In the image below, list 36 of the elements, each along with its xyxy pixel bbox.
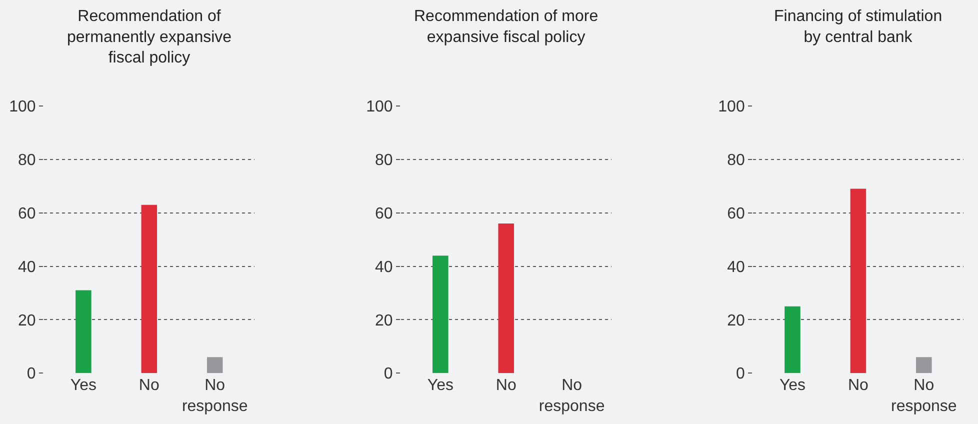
y-tick-label: 100 (718, 98, 745, 116)
y-tick-label: 40 (727, 258, 745, 276)
y-tick-label: 20 (18, 312, 36, 330)
y-tick-label: 80 (374, 152, 393, 170)
y-tick-label: 40 (18, 258, 36, 276)
bar (784, 306, 800, 374)
x-tick-label: No response (890, 377, 957, 415)
y-tick-label: 40 (374, 258, 393, 276)
x-tick-label: No (496, 377, 516, 394)
y-tick-label: 100 (366, 98, 393, 116)
y-tick-label: 80 (727, 152, 745, 170)
y-tick-label: 0 (736, 366, 745, 383)
x-tick-label: No (138, 377, 160, 394)
x-tick-label: Yes (427, 377, 454, 394)
y-tick-label: 80 (18, 152, 36, 170)
chart-title: Recommendation of more expansive fiscal policy (414, 8, 598, 46)
y-tick-label: 60 (18, 205, 36, 222)
x-tick-label: Yes (70, 377, 96, 394)
x-tick-label: No response (538, 377, 605, 415)
y-tick-label: 60 (374, 205, 393, 222)
chart-title: Financing of stimulation by central bank (774, 8, 942, 46)
y-tick-label: 0 (384, 366, 393, 383)
bar (850, 188, 866, 374)
bar (141, 204, 158, 374)
y-tick-label: 20 (374, 312, 393, 330)
x-tick-label: No response (182, 377, 248, 415)
x-tick-label: Yes (779, 377, 806, 394)
x-tick-label: No (848, 377, 869, 394)
y-tick-label: 0 (26, 366, 36, 383)
y-tick-label: 60 (727, 205, 745, 222)
bar (206, 357, 223, 374)
y-tick-label: 20 (727, 312, 745, 330)
y-tick-label: 100 (9, 98, 36, 116)
bar (916, 357, 932, 374)
bar (76, 290, 92, 374)
chart-title: Recommendation of permanently expansive fiscal policy (67, 8, 232, 67)
